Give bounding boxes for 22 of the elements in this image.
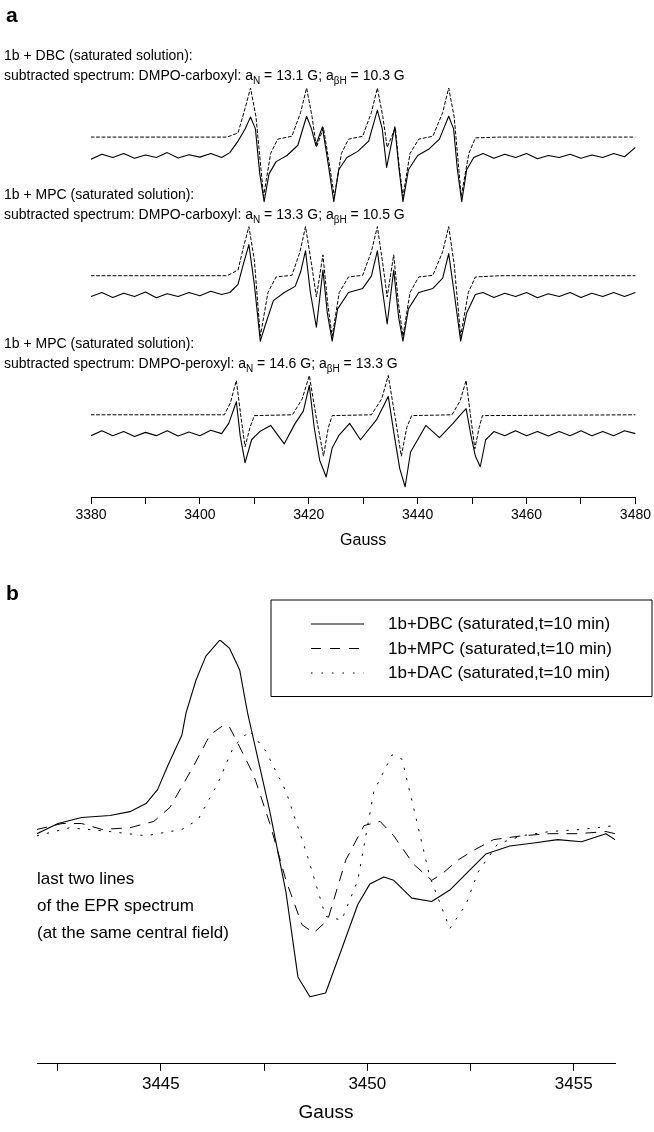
x-tick-label: 3420	[293, 506, 325, 523]
annotation: of the EPR spectrum	[37, 895, 194, 915]
x-axis-title: Gauss	[298, 1100, 354, 1122]
annotation: last two lines	[37, 868, 135, 888]
x-tick-label: 3400	[184, 506, 216, 523]
legend-label: 1b+DBC (saturated,t=10 min)	[388, 614, 611, 633]
x-tick-label: 3480	[619, 506, 652, 523]
x-tick-label: 3380	[75, 506, 107, 523]
annotation: 1b + MPC (saturated solution):	[4, 334, 195, 351]
x-tick-label: 3455	[554, 1073, 593, 1093]
x-tick-label: 3440	[402, 506, 434, 523]
chart-title: b	[6, 581, 19, 604]
annotation: (at the same central field)	[37, 922, 229, 942]
legend-label: 1b+MPC (saturated,t=10 min)	[388, 638, 612, 658]
chart-title: a	[6, 3, 18, 26]
annotation: 1b + MPC (saturated solution):	[4, 185, 195, 202]
x-axis-title: Gauss	[340, 530, 387, 548]
x-tick-label: 3460	[510, 506, 543, 523]
x-tick-label: 3450	[348, 1073, 387, 1093]
legend-label: 1b+DAC (saturated,t=10 min)	[388, 663, 611, 682]
text: 1b + DBC (saturated solution):	[4, 47, 193, 63]
x-tick-label: 3445	[141, 1073, 180, 1093]
